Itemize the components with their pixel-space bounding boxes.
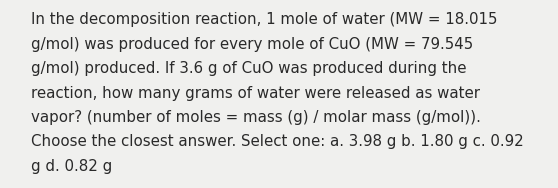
Text: Choose the closest answer. Select one: a. 3.98 g b. 1.80 g c. 0.92: Choose the closest answer. Select one: a… [31, 134, 523, 149]
Text: vapor? (number of moles = mass (g) / molar mass (g/mol)).: vapor? (number of moles = mass (g) / mol… [31, 110, 480, 125]
Text: g/mol) was produced for every mole of CuO (MW = 79.545: g/mol) was produced for every mole of Cu… [31, 37, 473, 52]
Text: reaction, how many grams of water were released as water: reaction, how many grams of water were r… [31, 86, 480, 101]
Text: g/mol) produced. If 3.6 g of CuO was produced during the: g/mol) produced. If 3.6 g of CuO was pro… [31, 61, 466, 76]
Text: In the decomposition reaction, 1 mole of water (MW = 18.015: In the decomposition reaction, 1 mole of… [31, 12, 497, 27]
Text: g d. 0.82 g: g d. 0.82 g [31, 159, 112, 174]
